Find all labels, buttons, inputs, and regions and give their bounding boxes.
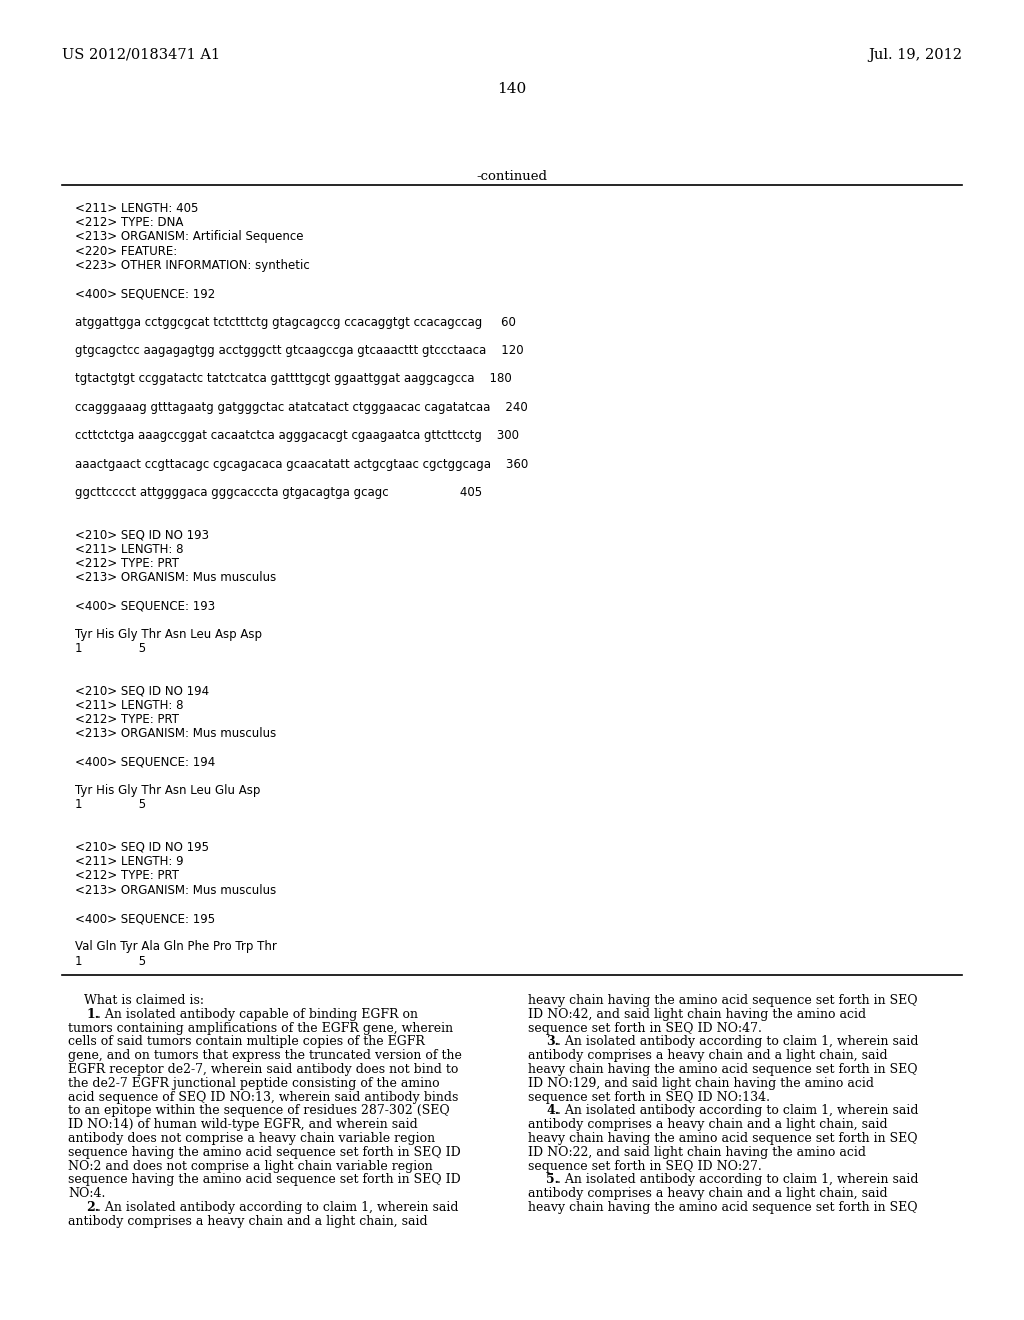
- Text: tumors containing amplifications of the EGFR gene, wherein: tumors containing amplifications of the …: [68, 1022, 454, 1035]
- Text: US 2012/0183471 A1: US 2012/0183471 A1: [62, 48, 220, 62]
- Text: <212> TYPE: PRT: <212> TYPE: PRT: [75, 713, 179, 726]
- Text: the de2-7 EGFR junctional peptide consisting of the amino: the de2-7 EGFR junctional peptide consis…: [68, 1077, 439, 1090]
- Text: <211> LENGTH: 405: <211> LENGTH: 405: [75, 202, 199, 215]
- Text: <210> SEQ ID NO 195: <210> SEQ ID NO 195: [75, 841, 209, 854]
- Text: 1               5: 1 5: [75, 799, 146, 812]
- Text: 3.: 3.: [546, 1035, 559, 1048]
- Text: -continued: -continued: [476, 170, 548, 183]
- Text: ID NO:14) of human wild-type EGFR, and wherein said: ID NO:14) of human wild-type EGFR, and w…: [68, 1118, 418, 1131]
- Text: NO:2 and does not comprise a light chain variable region: NO:2 and does not comprise a light chain…: [68, 1159, 433, 1172]
- Text: aaactgaact ccgttacagc cgcagacaca gcaacatatt actgcgtaac cgctggcaga    360: aaactgaact ccgttacagc cgcagacaca gcaacat…: [75, 458, 528, 471]
- Text: acid sequence of SEQ ID NO:13, wherein said antibody binds: acid sequence of SEQ ID NO:13, wherein s…: [68, 1090, 459, 1104]
- Text: gtgcagctcc aagagagtgg acctgggctt gtcaagccga gtcaaacttt gtccctaaca    120: gtgcagctcc aagagagtgg acctgggctt gtcaagc…: [75, 345, 523, 356]
- Text: <213> ORGANISM: Mus musculus: <213> ORGANISM: Mus musculus: [75, 572, 276, 585]
- Text: <212> TYPE: PRT: <212> TYPE: PRT: [75, 870, 179, 882]
- Text: <210> SEQ ID NO 193: <210> SEQ ID NO 193: [75, 528, 209, 541]
- Text: ccagggaaag gtttagaatg gatgggctac atatcatact ctgggaacac cagatatcaa    240: ccagggaaag gtttagaatg gatgggctac atatcat…: [75, 401, 527, 413]
- Text: <212> TYPE: PRT: <212> TYPE: PRT: [75, 557, 179, 570]
- Text: <211> LENGTH: 8: <211> LENGTH: 8: [75, 543, 183, 556]
- Text: Jul. 19, 2012: Jul. 19, 2012: [868, 48, 962, 62]
- Text: <400> SEQUENCE: 192: <400> SEQUENCE: 192: [75, 288, 215, 300]
- Text: antibody comprises a heavy chain and a light chain, said: antibody comprises a heavy chain and a l…: [528, 1118, 888, 1131]
- Text: <400> SEQUENCE: 195: <400> SEQUENCE: 195: [75, 912, 215, 925]
- Text: ID NO:22, and said light chain having the amino acid: ID NO:22, and said light chain having th…: [528, 1146, 866, 1159]
- Text: heavy chain having the amino acid sequence set forth in SEQ: heavy chain having the amino acid sequen…: [528, 1201, 918, 1214]
- Text: . An isolated antibody according to claim 1, wherein said: . An isolated antibody according to clai…: [557, 1105, 919, 1118]
- Text: <212> TYPE: DNA: <212> TYPE: DNA: [75, 216, 183, 230]
- Text: <211> LENGTH: 9: <211> LENGTH: 9: [75, 855, 183, 869]
- Text: Tyr His Gly Thr Asn Leu Glu Asp: Tyr His Gly Thr Asn Leu Glu Asp: [75, 784, 260, 797]
- Text: EGFR receptor de2-7, wherein said antibody does not bind to: EGFR receptor de2-7, wherein said antibo…: [68, 1063, 459, 1076]
- Text: 1               5: 1 5: [75, 954, 146, 968]
- Text: <213> ORGANISM: Mus musculus: <213> ORGANISM: Mus musculus: [75, 883, 276, 896]
- Text: <400> SEQUENCE: 193: <400> SEQUENCE: 193: [75, 599, 215, 612]
- Text: to an epitope within the sequence of residues 287-302 (SEQ: to an epitope within the sequence of res…: [68, 1105, 450, 1118]
- Text: ccttctctga aaagccggat cacaatctca agggacacgt cgaagaatca gttcttcctg    300: ccttctctga aaagccggat cacaatctca agggaca…: [75, 429, 519, 442]
- Text: antibody comprises a heavy chain and a light chain, said: antibody comprises a heavy chain and a l…: [68, 1214, 428, 1228]
- Text: ID NO:42, and said light chain having the amino acid: ID NO:42, and said light chain having th…: [528, 1007, 866, 1020]
- Text: What is claimed is:: What is claimed is:: [68, 994, 204, 1007]
- Text: Val Gln Tyr Ala Gln Phe Pro Trp Thr: Val Gln Tyr Ala Gln Phe Pro Trp Thr: [75, 940, 276, 953]
- Text: antibody comprises a heavy chain and a light chain, said: antibody comprises a heavy chain and a l…: [528, 1187, 888, 1200]
- Text: <220> FEATURE:: <220> FEATURE:: [75, 244, 177, 257]
- Text: sequence set forth in SEQ ID NO:134.: sequence set forth in SEQ ID NO:134.: [528, 1090, 770, 1104]
- Text: 140: 140: [498, 82, 526, 96]
- Text: . An isolated antibody capable of binding EGFR on: . An isolated antibody capable of bindin…: [97, 1007, 419, 1020]
- Text: sequence having the amino acid sequence set forth in SEQ ID: sequence having the amino acid sequence …: [68, 1173, 461, 1187]
- Text: . An isolated antibody according to claim 1, wherein said: . An isolated antibody according to clai…: [557, 1173, 919, 1187]
- Text: <223> OTHER INFORMATION: synthetic: <223> OTHER INFORMATION: synthetic: [75, 259, 309, 272]
- Text: heavy chain having the amino acid sequence set forth in SEQ: heavy chain having the amino acid sequen…: [528, 1063, 918, 1076]
- Text: Tyr His Gly Thr Asn Leu Asp Asp: Tyr His Gly Thr Asn Leu Asp Asp: [75, 628, 262, 642]
- Text: ggcttcccct attggggaca gggcacccta gtgacagtga gcagc                   405: ggcttcccct attggggaca gggcacccta gtgacag…: [75, 486, 482, 499]
- Text: . An isolated antibody according to claim 1, wherein said: . An isolated antibody according to clai…: [557, 1035, 919, 1048]
- Text: NO:4.: NO:4.: [68, 1187, 105, 1200]
- Text: 4.: 4.: [546, 1105, 559, 1118]
- Text: 1               5: 1 5: [75, 643, 146, 655]
- Text: 1.: 1.: [86, 1007, 99, 1020]
- Text: cells of said tumors contain multiple copies of the EGFR: cells of said tumors contain multiple co…: [68, 1035, 425, 1048]
- Text: 5.: 5.: [546, 1173, 559, 1187]
- Text: heavy chain having the amino acid sequence set forth in SEQ: heavy chain having the amino acid sequen…: [528, 1133, 918, 1144]
- Text: heavy chain having the amino acid sequence set forth in SEQ: heavy chain having the amino acid sequen…: [528, 994, 918, 1007]
- Text: sequence set forth in SEQ ID NO:47.: sequence set forth in SEQ ID NO:47.: [528, 1022, 762, 1035]
- Text: ID NO:129, and said light chain having the amino acid: ID NO:129, and said light chain having t…: [528, 1077, 874, 1090]
- Text: sequence set forth in SEQ ID NO:27.: sequence set forth in SEQ ID NO:27.: [528, 1159, 762, 1172]
- Text: sequence having the amino acid sequence set forth in SEQ ID: sequence having the amino acid sequence …: [68, 1146, 461, 1159]
- Text: tgtactgtgt ccggatactc tatctcatca gattttgcgt ggaattggat aaggcagcca    180: tgtactgtgt ccggatactc tatctcatca gattttg…: [75, 372, 512, 385]
- Text: <211> LENGTH: 8: <211> LENGTH: 8: [75, 700, 183, 711]
- Text: <210> SEQ ID NO 194: <210> SEQ ID NO 194: [75, 685, 209, 698]
- Text: 2.: 2.: [86, 1201, 99, 1214]
- Text: antibody does not comprise a heavy chain variable region: antibody does not comprise a heavy chain…: [68, 1133, 435, 1144]
- Text: . An isolated antibody according to claim 1, wherein said: . An isolated antibody according to clai…: [97, 1201, 459, 1214]
- Text: antibody comprises a heavy chain and a light chain, said: antibody comprises a heavy chain and a l…: [528, 1049, 888, 1063]
- Text: <213> ORGANISM: Artificial Sequence: <213> ORGANISM: Artificial Sequence: [75, 231, 303, 243]
- Text: <213> ORGANISM: Mus musculus: <213> ORGANISM: Mus musculus: [75, 727, 276, 741]
- Text: atggattgga cctggcgcat tctctttctg gtagcagccg ccacaggtgt ccacagccag     60: atggattgga cctggcgcat tctctttctg gtagcag…: [75, 315, 516, 329]
- Text: gene, and on tumors that express the truncated version of the: gene, and on tumors that express the tru…: [68, 1049, 462, 1063]
- Text: <400> SEQUENCE: 194: <400> SEQUENCE: 194: [75, 756, 215, 768]
